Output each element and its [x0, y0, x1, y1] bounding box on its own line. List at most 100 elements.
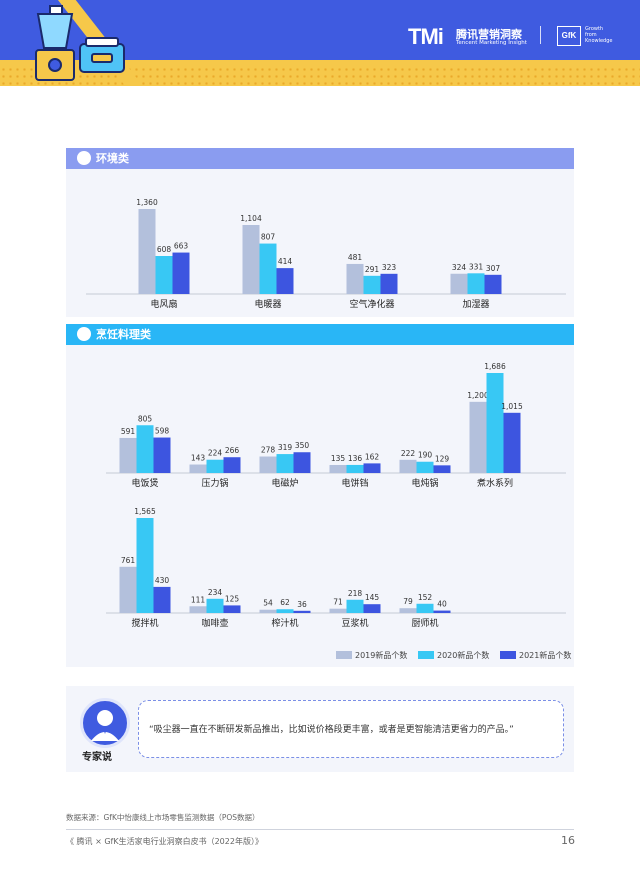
bar: [119, 437, 137, 473]
data-label: 1,200: [467, 391, 489, 400]
legend-label: 2019新品个数: [355, 651, 408, 660]
bar: [153, 437, 171, 473]
data-label: 591: [121, 427, 136, 436]
legend-swatch: [418, 651, 434, 659]
gfk-tagline: Growth from Knowledge: [585, 26, 613, 44]
brand-name-cn: 腾讯营销洞察: [456, 28, 522, 41]
chart-panel-environment: 1,360 608 663 电风扇 1,104 807 414 电暖器 481 291 323 空气净…: [66, 169, 574, 317]
data-label: 1,686: [484, 362, 506, 371]
data-label: 1,015: [501, 402, 523, 411]
bar: [433, 465, 451, 473]
quote-box: “吸尘器一直在不断研发新品推出，比如说价格段更丰富，或者是更智能清洁更省力的产品…: [138, 700, 564, 758]
legend-label: 2020新品个数: [437, 651, 490, 660]
bar: [276, 609, 294, 613]
bar: [259, 609, 277, 613]
category-label: 豆浆机: [341, 617, 368, 629]
data-label: 291: [365, 265, 380, 274]
expert-avatar: [80, 698, 130, 748]
bar: [138, 209, 156, 294]
data-label: 36: [297, 600, 307, 609]
bar: [119, 566, 137, 613]
category-label: 电暖器: [254, 298, 281, 310]
category-label: 咖啡壶: [201, 617, 228, 629]
gfk-logo: GfK: [557, 26, 581, 46]
category-label: 煮水系列: [477, 477, 513, 489]
data-label: 135: [331, 454, 346, 463]
category-label: 榨汁机: [271, 617, 298, 629]
toaster-icon: [79, 37, 125, 73]
data-label: 40: [437, 600, 447, 609]
bar: [206, 598, 224, 613]
bar: [259, 243, 277, 294]
bar: [155, 256, 173, 294]
data-label: 430: [155, 576, 170, 585]
data-label: 224: [208, 449, 223, 458]
bar: [172, 252, 190, 294]
person-icon: [91, 710, 119, 741]
bar: [503, 412, 521, 473]
bar: [259, 456, 277, 473]
bar: [276, 268, 294, 294]
data-label: 62: [280, 598, 290, 607]
bar: [329, 464, 347, 473]
fan-icon: [77, 151, 91, 165]
data-label: 307: [486, 264, 501, 273]
bar: [346, 263, 364, 294]
section-header-environment: 环境类: [66, 148, 574, 169]
gfk-tagline-line: from: [585, 32, 597, 38]
data-label: 598: [155, 427, 170, 436]
data-label: 324: [452, 263, 467, 272]
bar: [467, 273, 485, 294]
legend-swatch: [500, 651, 516, 659]
bar: [293, 452, 311, 473]
data-label: 129: [435, 454, 450, 463]
appliance-illustration: [35, 5, 125, 81]
bar: [223, 605, 241, 613]
data-label: 71: [333, 598, 343, 607]
data-label: 234: [208, 588, 223, 597]
bar: [363, 275, 381, 294]
bar: [399, 459, 417, 473]
chart-panel-cooking: 591 805 598 电饭煲 143 224 266 压力锅 278 319 350 电磁炉 135 1…: [66, 345, 574, 667]
category-label: 电风扇: [150, 298, 177, 310]
bar: [189, 606, 207, 613]
bar: [346, 599, 364, 613]
gfk-tagline-line: Knowledge: [585, 38, 613, 44]
bar: [293, 610, 311, 613]
data-label: 111: [191, 595, 206, 604]
data-label: 1,360: [136, 198, 158, 207]
data-label: 162: [365, 452, 380, 461]
cooking-icon: [77, 327, 91, 341]
bar: [450, 273, 468, 294]
expert-quote: “吸尘器一直在不断研发新品推出，比如说价格段更丰富，或者是更智能清洁更省力的产品…: [149, 725, 514, 735]
data-label: 222: [401, 449, 416, 458]
data-label: 266: [225, 446, 240, 455]
bar: [380, 273, 398, 294]
bar: [416, 603, 434, 613]
expert-label: 专家说: [82, 752, 112, 763]
bar: [223, 457, 241, 473]
data-label: 319: [278, 443, 293, 452]
section-title: 环境类: [96, 152, 129, 165]
category-label: 电磁炉: [271, 477, 298, 489]
data-label: 79: [403, 597, 413, 606]
category-label: 厨师机: [411, 617, 438, 629]
section-header-cooking: 烹饪料理类: [66, 324, 574, 345]
category-label: 电饭煲: [131, 477, 158, 489]
data-label: 152: [418, 593, 433, 602]
data-label: 1,565: [134, 507, 156, 516]
data-label: 414: [278, 257, 293, 266]
legend-swatch: [336, 651, 352, 659]
data-label: 278: [261, 446, 276, 455]
bar: [153, 586, 171, 613]
data-label: 125: [225, 594, 240, 603]
section-title: 烹饪料理类: [96, 328, 151, 341]
tmi-logo-mark: TMi: [408, 24, 444, 49]
bar: [433, 610, 451, 613]
data-label: 143: [191, 454, 206, 463]
page-header: TMi 腾讯营销洞察 Tencent Marketing Insight GfK…: [0, 0, 640, 86]
data-label: 145: [365, 593, 380, 602]
legend-label: 2021新品个数: [519, 651, 572, 660]
